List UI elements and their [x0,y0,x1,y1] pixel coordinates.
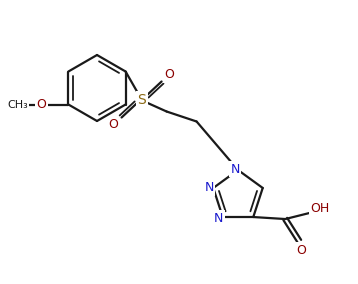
Text: S: S [137,93,146,106]
Text: N: N [204,181,214,195]
Text: N: N [230,162,240,176]
Text: O: O [108,118,118,131]
Text: O: O [37,98,46,111]
Text: O: O [165,68,174,81]
Text: CH₃: CH₃ [7,99,28,110]
Text: O: O [296,244,306,256]
Text: N: N [214,212,223,225]
Text: OH: OH [311,202,330,214]
